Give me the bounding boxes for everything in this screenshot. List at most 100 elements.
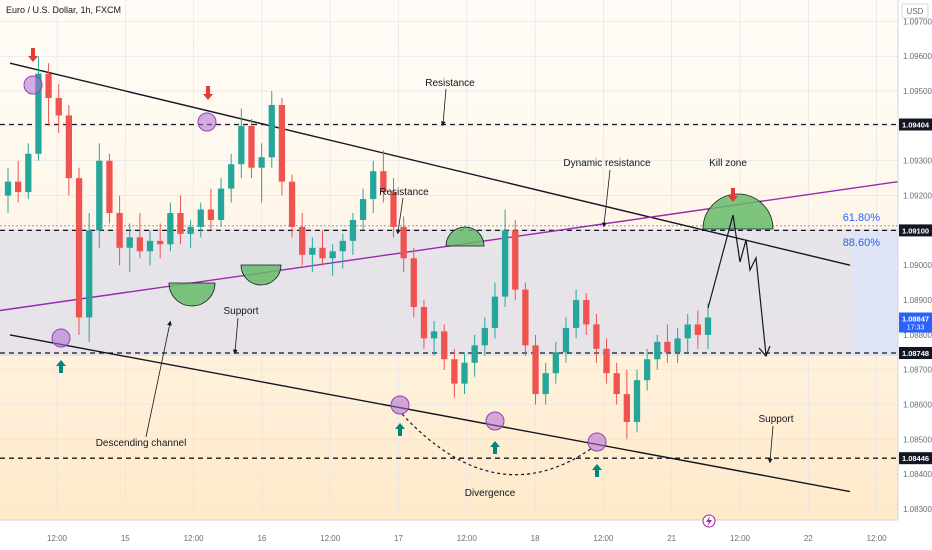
candle [400,216,407,273]
candle [471,334,478,377]
candle [329,244,336,276]
candle [65,105,73,196]
candle [451,348,458,398]
candle [623,369,630,440]
candle [207,188,215,231]
zone-arc-3 [702,193,774,230]
candle [126,223,133,273]
candle [268,91,275,168]
time-tick: 12:00 [184,534,205,543]
candle [593,313,600,363]
candle [674,327,681,363]
time-tick: 18 [531,534,540,543]
zone-arc-2 [445,226,485,247]
sell-arrow-icon [203,86,213,100]
candle [684,313,691,353]
candle [136,212,144,259]
candle [532,334,539,405]
candle [643,348,651,391]
annotation-pointer-3 [232,317,239,355]
pivot-circle-4 [485,411,505,431]
price-badge-value: 1.08446 [902,454,929,463]
price-tick: 1.08900 [903,296,932,305]
candle [552,341,559,384]
candle [339,233,346,269]
zone-arc-1 [240,264,282,286]
annotation-pointer-0 [440,88,447,127]
candle [238,108,245,179]
annotation-pointer-2 [601,169,611,228]
pivot-circle-2 [51,328,71,348]
candle [96,143,103,248]
sell-arrow-icon [728,188,738,202]
price-tick: 1.09500 [903,87,932,96]
currency-button[interactable]: USD [901,3,929,19]
candles [4,56,712,440]
candle [441,324,448,370]
candle [542,362,549,405]
price-tick: 1.09000 [903,261,932,270]
candle [288,174,296,238]
candle [15,160,22,203]
buy-arrow-icon [592,464,602,477]
candle [35,56,42,161]
time-tick: 21 [667,534,676,543]
fib-label-618: 61.80% [843,212,881,224]
candle [45,63,52,126]
time-axis-ticks: 12:00 15 12:00 16 12:00 17 12:00 18 12:00 21 12:00… [47,534,887,543]
candle [562,317,570,363]
price-badge-sub: 17:33 [907,325,925,332]
candle [228,153,235,203]
price-badge-value: 1.09100 [902,226,929,235]
pivot-circle-1 [197,112,217,132]
price-badge-value: 1.08748 [902,349,929,358]
time-tick: 22 [804,534,813,543]
candle [512,219,519,301]
price-tick: 1.08700 [903,366,932,375]
candle [217,178,225,227]
annotation-pointer-4 [767,425,774,464]
currency-label: USD [907,7,924,16]
candle [481,317,488,356]
price-badge-0: 1.09404 [899,118,932,131]
candle [4,167,12,213]
annotation-support-mid: Support [223,306,258,317]
buy-arrow-icon [56,360,66,373]
annotation-shapes [23,48,774,477]
channel-lower-line [9,334,851,493]
time-tick: 17 [394,534,403,543]
candle [461,352,468,395]
candle [380,150,387,203]
candle [278,98,286,196]
price-tick: 1.09200 [903,192,932,201]
candle [258,143,265,203]
candle [522,282,529,356]
candle [116,195,123,266]
projection-path [707,214,767,356]
candle [572,289,580,339]
candle [248,118,255,179]
time-tick: 12:00 [457,534,478,543]
annotation-support-right: Support [758,414,793,425]
price-tick: 1.08400 [903,470,932,479]
price-tick: 1.08600 [903,401,932,410]
annotation-divergence: Divergence [465,488,516,499]
buy-arrow-icon [395,423,405,436]
pivot-circle-3 [390,395,410,415]
candle [197,202,204,238]
candle [654,334,661,370]
channel-upper-line [9,62,851,266]
lightning-icon[interactable] [702,514,716,528]
candle [167,202,174,252]
candle [603,338,610,384]
annotation-descending-channel: Descending channel [96,438,187,449]
candle [25,143,32,200]
annotation-pointer-5 [145,320,172,438]
price-tick: 1.08300 [903,505,932,514]
candle [157,223,164,259]
projection-arrowhead [758,345,771,358]
time-tick: 12:00 [867,534,888,543]
candle [420,300,428,349]
